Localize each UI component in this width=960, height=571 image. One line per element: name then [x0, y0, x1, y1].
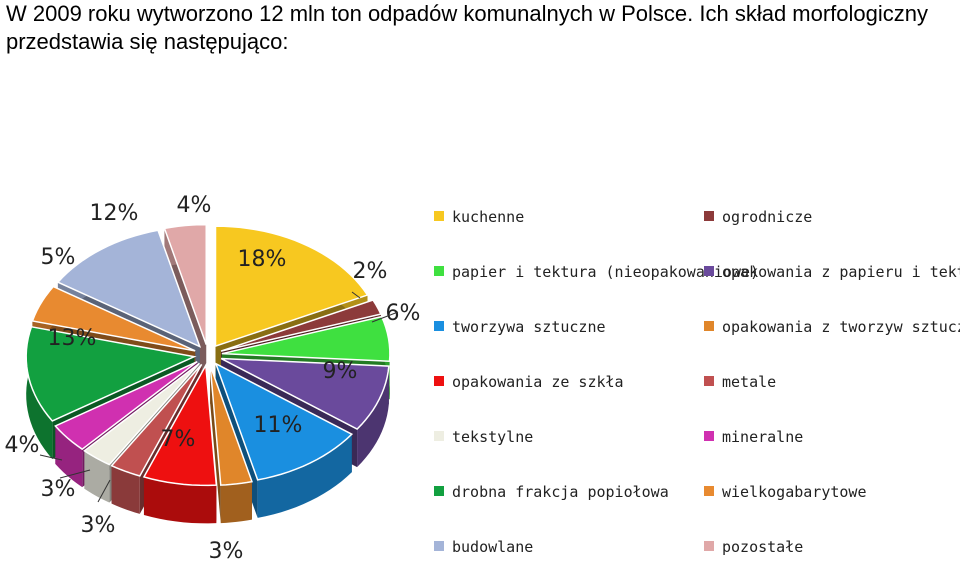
pie-label-3: 6%: [386, 301, 421, 326]
pie-label-10: 4%: [5, 433, 40, 458]
leader-line-10: [39, 454, 63, 461]
pie-label-11: 13%: [48, 326, 97, 351]
legend-item: drobna frakcja popiołowa: [434, 483, 669, 501]
legend-swatch: [704, 376, 714, 386]
legend-label: opakowania ze szkła: [452, 373, 624, 391]
legend-swatch: [704, 321, 714, 331]
pie-label-1: 18%: [238, 247, 287, 272]
legend-item: opakowania ze szkła: [434, 373, 624, 391]
legend-swatch: [434, 486, 444, 496]
legend-item: tekstylne: [434, 428, 533, 446]
legend-item: tworzywa sztuczne: [434, 318, 606, 336]
legend-label: mineralne: [722, 428, 803, 446]
legend-swatch: [704, 211, 714, 221]
leader-line-8: [59, 469, 91, 479]
legend-item: opakowania z papieru i tektury: [704, 263, 960, 281]
legend-item: metale: [704, 373, 776, 391]
pie-label-13: 12%: [90, 201, 139, 226]
legend-item: mineralne: [704, 428, 803, 446]
legend-item: pozostałe: [704, 538, 803, 556]
legend-swatch: [434, 431, 444, 441]
pie-label-14: 4%: [177, 193, 212, 218]
legend-swatch: [434, 266, 444, 276]
legend-swatch: [704, 541, 714, 551]
legend-label: metale: [722, 373, 776, 391]
legend-swatch: [704, 431, 714, 441]
legend-label: pozostałe: [722, 538, 803, 556]
legend-item: opakowania z tworzyw sztucznych: [704, 318, 960, 336]
pie-label-4: 9%: [323, 359, 358, 384]
chart-legend: kuchenne papier i tektura (nieopakowaniow…: [434, 208, 960, 556]
pie-slice-6: [209, 365, 253, 524]
legend-label: ogrodnicze: [722, 208, 812, 226]
legend-swatch: [434, 321, 444, 331]
pie-labels: 18% 2%6%9%11%3%7%3%3%4%13%5%12% 4%: [5, 193, 421, 564]
legend-label: wielkogabarytowe: [722, 483, 867, 501]
pie-label-2: 2%: [353, 259, 388, 284]
intro-text: W 2009 roku wytworzono 12 mln ton odpadó…: [6, 1, 929, 54]
legend-item: budowlane: [434, 538, 533, 556]
pie-label-6: 3%: [209, 539, 244, 564]
legend-label: opakowania z tworzyw sztucznych: [722, 318, 960, 336]
legend-label: kuchenne: [452, 208, 524, 226]
legend-label: drobna frakcja popiołowa: [452, 483, 669, 501]
legend-label: opakowania z papieru i tektury: [722, 263, 960, 281]
legend-swatch: [434, 211, 444, 221]
pie-label-9: 3%: [41, 477, 76, 502]
legend-item: ogrodnicze: [704, 208, 812, 226]
pie-label-12: 5%: [41, 245, 76, 270]
legend-swatch: [704, 266, 714, 276]
pie-label-8: 3%: [81, 513, 116, 538]
legend-label: tworzywa sztuczne: [452, 318, 606, 336]
legend-label: papier i tektura (nieopakowaniowe): [452, 263, 759, 281]
legend-label: budowlane: [452, 538, 533, 556]
leader-line-9: [97, 479, 111, 503]
pie-label-5: 11%: [254, 413, 303, 438]
leader-line-2: [351, 291, 361, 299]
pie-slice-7: [142, 362, 218, 524]
leader-line-3: [371, 311, 399, 323]
legend-swatch: [434, 541, 444, 551]
legend-swatch: [434, 376, 444, 386]
legend-item: papier i tektura (nieopakowaniowe): [434, 263, 759, 281]
pie-label-7: 7%: [161, 427, 196, 452]
pie-slices: [25, 223, 391, 524]
legend-item: kuchenne: [434, 208, 524, 226]
legend-item: wielkogabarytowe: [704, 483, 867, 501]
legend-swatch: [704, 486, 714, 496]
legend-label: tekstylne: [452, 428, 533, 446]
